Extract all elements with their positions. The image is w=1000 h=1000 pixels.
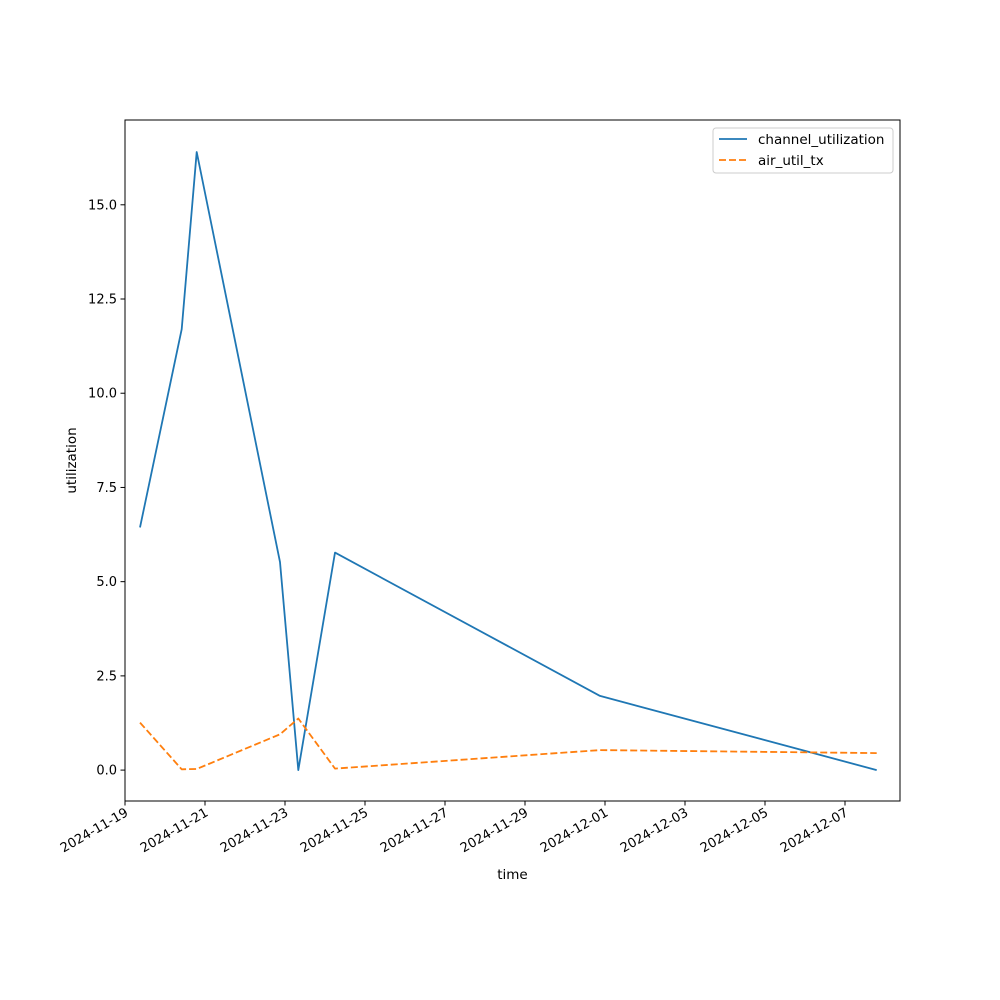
y-tick-label: 10.0 [88, 387, 117, 402]
y-axis-label: utilization [64, 427, 80, 493]
y-axis: 0.0 2.5 5.0 7.5 10.0 12.5 15.0 [88, 198, 125, 779]
series-layer [139, 151, 877, 771]
y-tick-label: 0.0 [96, 764, 117, 779]
legend: channel_utilization air_util_tx [712, 127, 894, 174]
y-tick-label: 7.5 [96, 481, 117, 496]
plot-area-frame [124, 119, 901, 802]
x-axis-label: time [497, 867, 528, 883]
legend-box [712, 127, 894, 174]
y-tick-label: 12.5 [88, 293, 117, 308]
y-tick-label: 2.5 [96, 669, 117, 684]
legend-label-air_util_tx: air_util_tx [758, 153, 824, 169]
series-line-channel_utilization [139, 151, 877, 771]
series-line-air_util_tx [139, 717, 877, 771]
y-tick-label: 5.0 [96, 575, 117, 590]
y-tick-label: 15.0 [88, 198, 117, 213]
legend-label-channel_utilization: channel_utilization [758, 132, 885, 148]
